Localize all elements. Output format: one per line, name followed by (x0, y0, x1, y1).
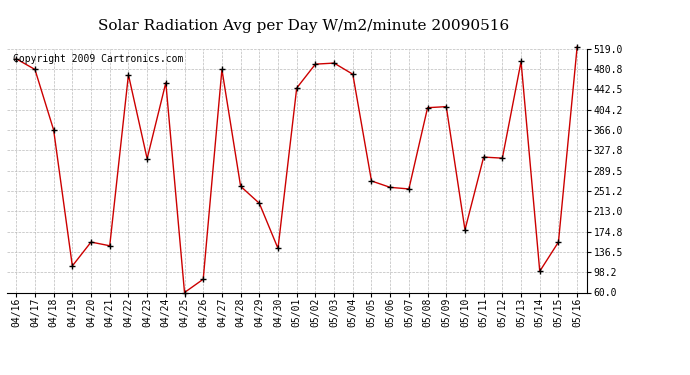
Text: Solar Radiation Avg per Day W/m2/minute 20090516: Solar Radiation Avg per Day W/m2/minute … (98, 19, 509, 33)
Text: Copyright 2009 Cartronics.com: Copyright 2009 Cartronics.com (12, 54, 183, 64)
